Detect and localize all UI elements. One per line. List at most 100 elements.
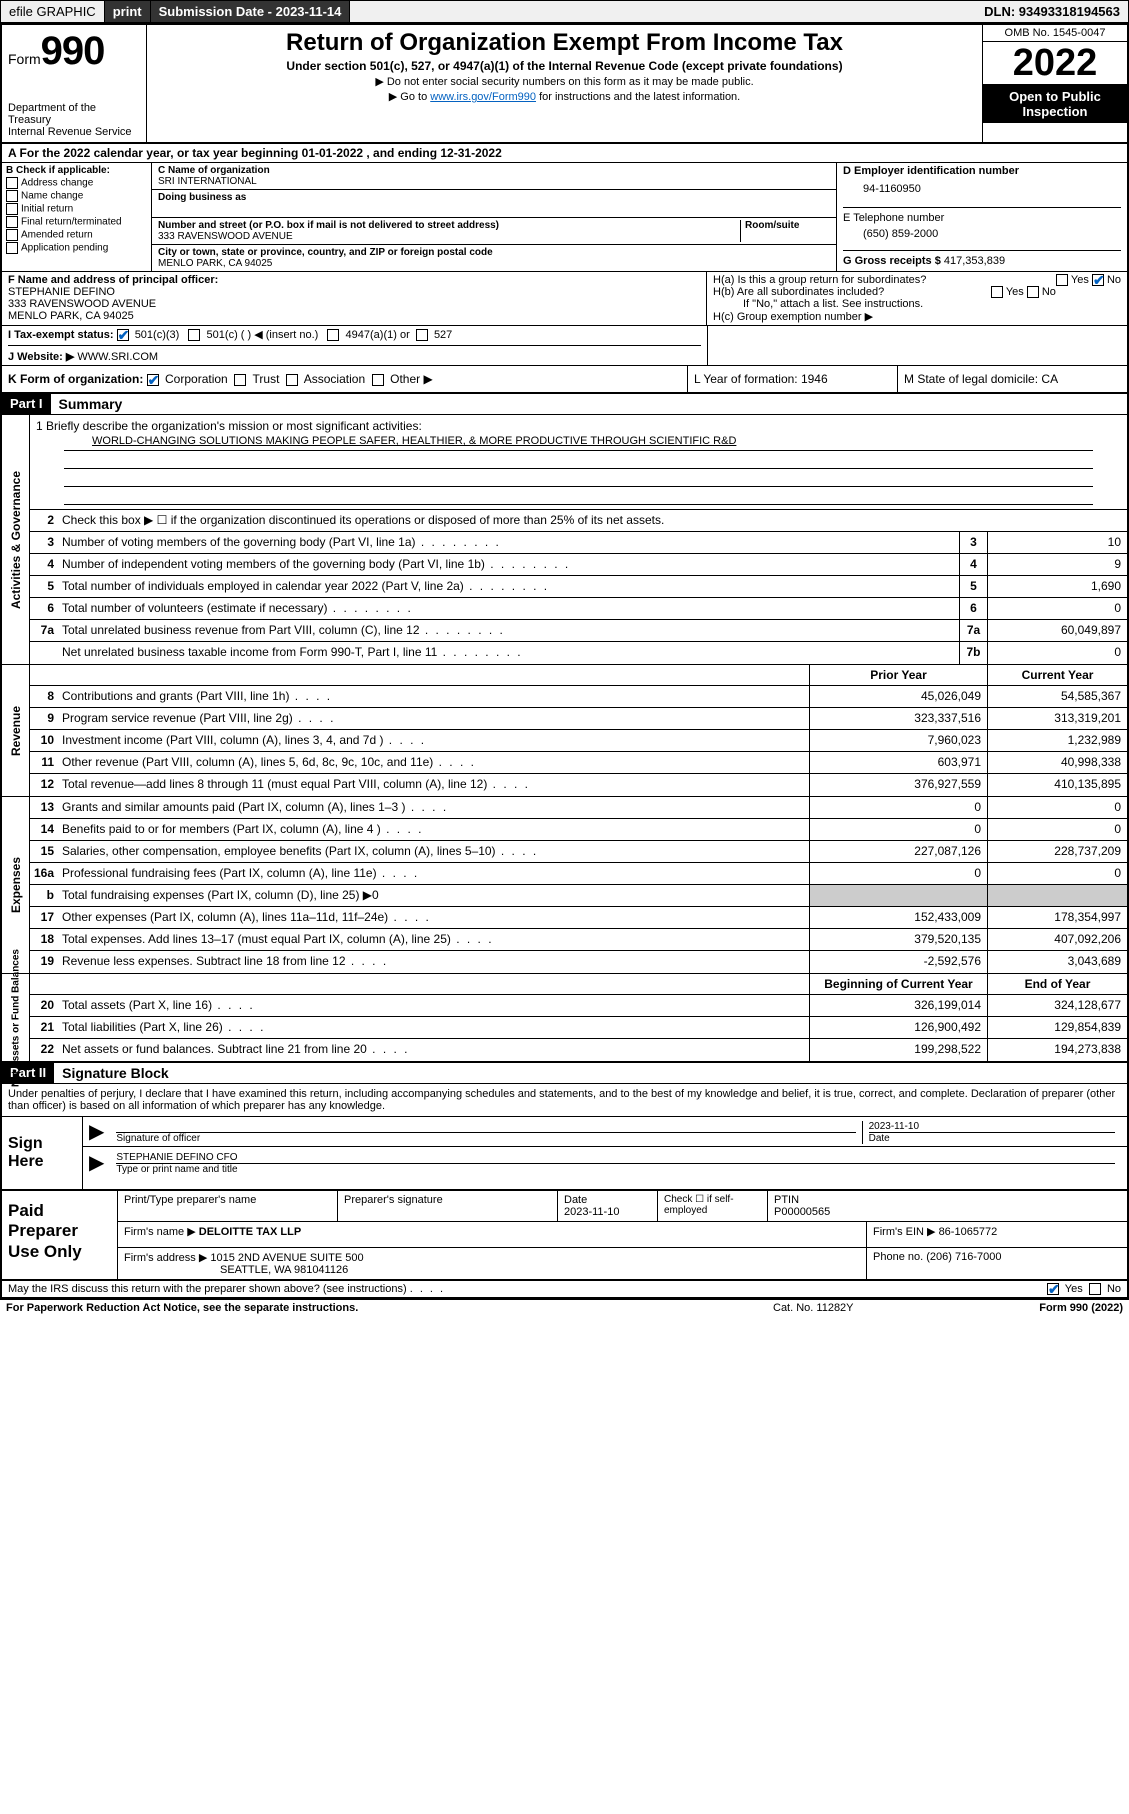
top-toolbar: efile GRAPHIC print Submission Date - 20…: [0, 0, 1129, 23]
summary-line: 14Benefits paid to or for members (Part …: [30, 819, 1127, 841]
chk-501c3[interactable]: [117, 329, 129, 341]
summary-line: 13Grants and similar amounts paid (Part …: [30, 797, 1127, 819]
form-title: Return of Organization Exempt From Incom…: [153, 29, 976, 57]
efile-label: efile GRAPHIC: [1, 1, 105, 22]
discuss-yes[interactable]: [1047, 1283, 1059, 1295]
col-b-header: B Check if applicable:: [6, 165, 147, 176]
officer-name-title: STEPHANIE DEFINO CFO: [116, 1152, 1115, 1163]
summary-line: 11Other revenue (Part VIII, column (A), …: [30, 752, 1127, 774]
chk-corporation[interactable]: [147, 374, 159, 386]
omb-number: OMB No. 1545-0047: [983, 25, 1127, 42]
state-domicile: M State of legal domicile: CA: [897, 366, 1127, 392]
chk-app-pending[interactable]: Application pending: [6, 242, 147, 254]
tax-year: 2022: [983, 42, 1127, 85]
print-button[interactable]: print: [105, 1, 151, 22]
col-b-checkboxes: B Check if applicable: Address change Na…: [2, 163, 152, 271]
part-1-header: Part I: [2, 394, 51, 414]
street-address: 333 RAVENSWOOD AVENUE: [158, 231, 740, 242]
chk-initial-return[interactable]: Initial return: [6, 203, 147, 215]
summary-line: 9Program service revenue (Part VIII, lin…: [30, 708, 1127, 730]
beg-year-hdr: Beginning of Current Year: [809, 974, 987, 994]
form-prefix: Form: [8, 51, 41, 67]
summary-line: Net unrelated business taxable income fr…: [30, 642, 1127, 664]
sign-arrow-icon: ▶: [89, 1150, 110, 1175]
ein-value: 94-1160950: [843, 177, 1121, 201]
part-1-title: Summary: [51, 394, 131, 414]
irs-link[interactable]: www.irs.gov/Form990: [430, 91, 536, 103]
summary-line: 19Revenue less expenses. Subtract line 1…: [30, 951, 1127, 973]
firm-ein: 86-1065772: [939, 1226, 998, 1238]
self-employed-chk[interactable]: Check ☐ if self-employed: [658, 1191, 768, 1221]
summary-line: 22Net assets or fund balances. Subtract …: [30, 1039, 1127, 1061]
org-name-label: C Name of organization: [158, 165, 830, 176]
website-value: WWW.SRI.COM: [77, 351, 158, 363]
paid-preparer-label: Paid Preparer Use Only: [2, 1191, 117, 1279]
dln-label: DLN: 93493318194563: [976, 1, 1128, 22]
vtab-governance: Activities & Governance: [2, 415, 30, 664]
form-990-page: Form990 Department of the Treasury Inter…: [0, 23, 1129, 1299]
chk-final-return[interactable]: Final return/terminated: [6, 216, 147, 228]
summary-line: 8Contributions and grants (Part VIII, li…: [30, 686, 1127, 708]
col-c-org-info: C Name of organization SRI INTERNATIONAL…: [152, 163, 837, 271]
firm-address: 1015 2ND AVENUE SUITE 500: [210, 1252, 363, 1264]
group-return-block: H(a) Is this a group return for subordin…: [707, 272, 1127, 325]
gross-receipts-label: G Gross receipts $: [843, 255, 941, 267]
form-subtitle: Under section 501(c), 527, or 4947(a)(1)…: [153, 59, 976, 73]
pra-notice: For Paperwork Reduction Act Notice, see …: [6, 1302, 773, 1314]
dept-label: Department of the Treasury: [8, 102, 140, 126]
city-state-zip: MENLO PARK, CA 94025: [158, 258, 830, 269]
room-label: Room/suite: [745, 220, 830, 231]
summary-line: 10Investment income (Part VIII, column (…: [30, 730, 1127, 752]
firm-name: DELOITTE TAX LLP: [199, 1226, 301, 1238]
ssn-note: ▶ Do not enter social security numbers o…: [153, 75, 976, 88]
form-number: 990: [41, 29, 105, 73]
chk-address-change[interactable]: Address change: [6, 177, 147, 189]
summary-line: 7aTotal unrelated business revenue from …: [30, 620, 1127, 642]
phone-label: E Telephone number: [843, 212, 1121, 224]
mission-text: WORLD-CHANGING SOLUTIONS MAKING PEOPLE S…: [92, 435, 736, 447]
tax-exempt-label: I Tax-exempt status:: [8, 329, 114, 341]
summary-line: 4Number of independent voting members of…: [30, 554, 1127, 576]
summary-line: bTotal fundraising expenses (Part IX, co…: [30, 885, 1127, 907]
sign-arrow-icon: ▶: [89, 1119, 110, 1144]
website-label: J Website: ▶: [8, 351, 74, 363]
vtab-net-assets: Net Assets or Fund Balances: [2, 974, 30, 1061]
group-exemption: H(c) Group exemption number ▶: [713, 310, 1121, 323]
summary-line: 3Number of voting members of the governi…: [30, 532, 1127, 554]
city-label: City or town, state or province, country…: [158, 247, 830, 258]
part-2-title: Signature Block: [54, 1063, 177, 1083]
mission-block: 1 Briefly describe the organization's mi…: [30, 415, 1127, 510]
open-to-public: Open to Public Inspection: [983, 85, 1127, 123]
phone-value: (650) 859-2000: [843, 224, 1121, 244]
row-a-tax-year: A For the 2022 calendar year, or tax yea…: [2, 144, 1127, 163]
preparer-date: 2023-11-10: [564, 1206, 619, 1218]
principal-officer: F Name and address of principal officer:…: [2, 272, 707, 325]
sign-here-label: Sign Here: [2, 1117, 82, 1189]
vtab-revenue: Revenue: [2, 665, 30, 796]
summary-line: 12Total revenue—add lines 8 through 11 (…: [30, 774, 1127, 796]
chk-name-change[interactable]: Name change: [6, 190, 147, 202]
firm-phone: (206) 716-7000: [926, 1251, 1001, 1263]
prior-year-hdr: Prior Year: [809, 665, 987, 685]
perjury-statement: Under penalties of perjury, I declare th…: [2, 1084, 1127, 1117]
summary-line: 21Total liabilities (Part X, line 26)126…: [30, 1017, 1127, 1039]
end-year-hdr: End of Year: [987, 974, 1127, 994]
vtab-expenses: Expenses: [2, 797, 30, 973]
discuss-no[interactable]: [1089, 1283, 1101, 1295]
summary-line: 6Total number of volunteers (estimate if…: [30, 598, 1127, 620]
preparer-name-lbl: Print/Type preparer's name: [118, 1191, 338, 1221]
sig-date: 2023-11-10: [869, 1121, 1115, 1132]
addr-label: Number and street (or P.O. box if mail i…: [158, 220, 740, 231]
summary-line: 18Total expenses. Add lines 13–17 (must …: [30, 929, 1127, 951]
summary-line: 17Other expenses (Part IX, column (A), l…: [30, 907, 1127, 929]
cat-no: Cat. No. 11282Y: [773, 1302, 973, 1314]
irs-label: Internal Revenue Service: [8, 126, 140, 138]
discuss-question: May the IRS discuss this return with the…: [8, 1283, 407, 1295]
officer-name: STEPHANIE DEFINO: [8, 286, 115, 298]
gross-receipts-value: 417,353,839: [944, 255, 1005, 267]
summary-line: 20Total assets (Part X, line 16)326,199,…: [30, 995, 1127, 1017]
preparer-sig-lbl: Preparer's signature: [338, 1191, 558, 1221]
chk-amended[interactable]: Amended return: [6, 229, 147, 241]
dba-label: Doing business as: [158, 192, 830, 203]
submission-date: Submission Date - 2023-11-14: [151, 1, 351, 22]
